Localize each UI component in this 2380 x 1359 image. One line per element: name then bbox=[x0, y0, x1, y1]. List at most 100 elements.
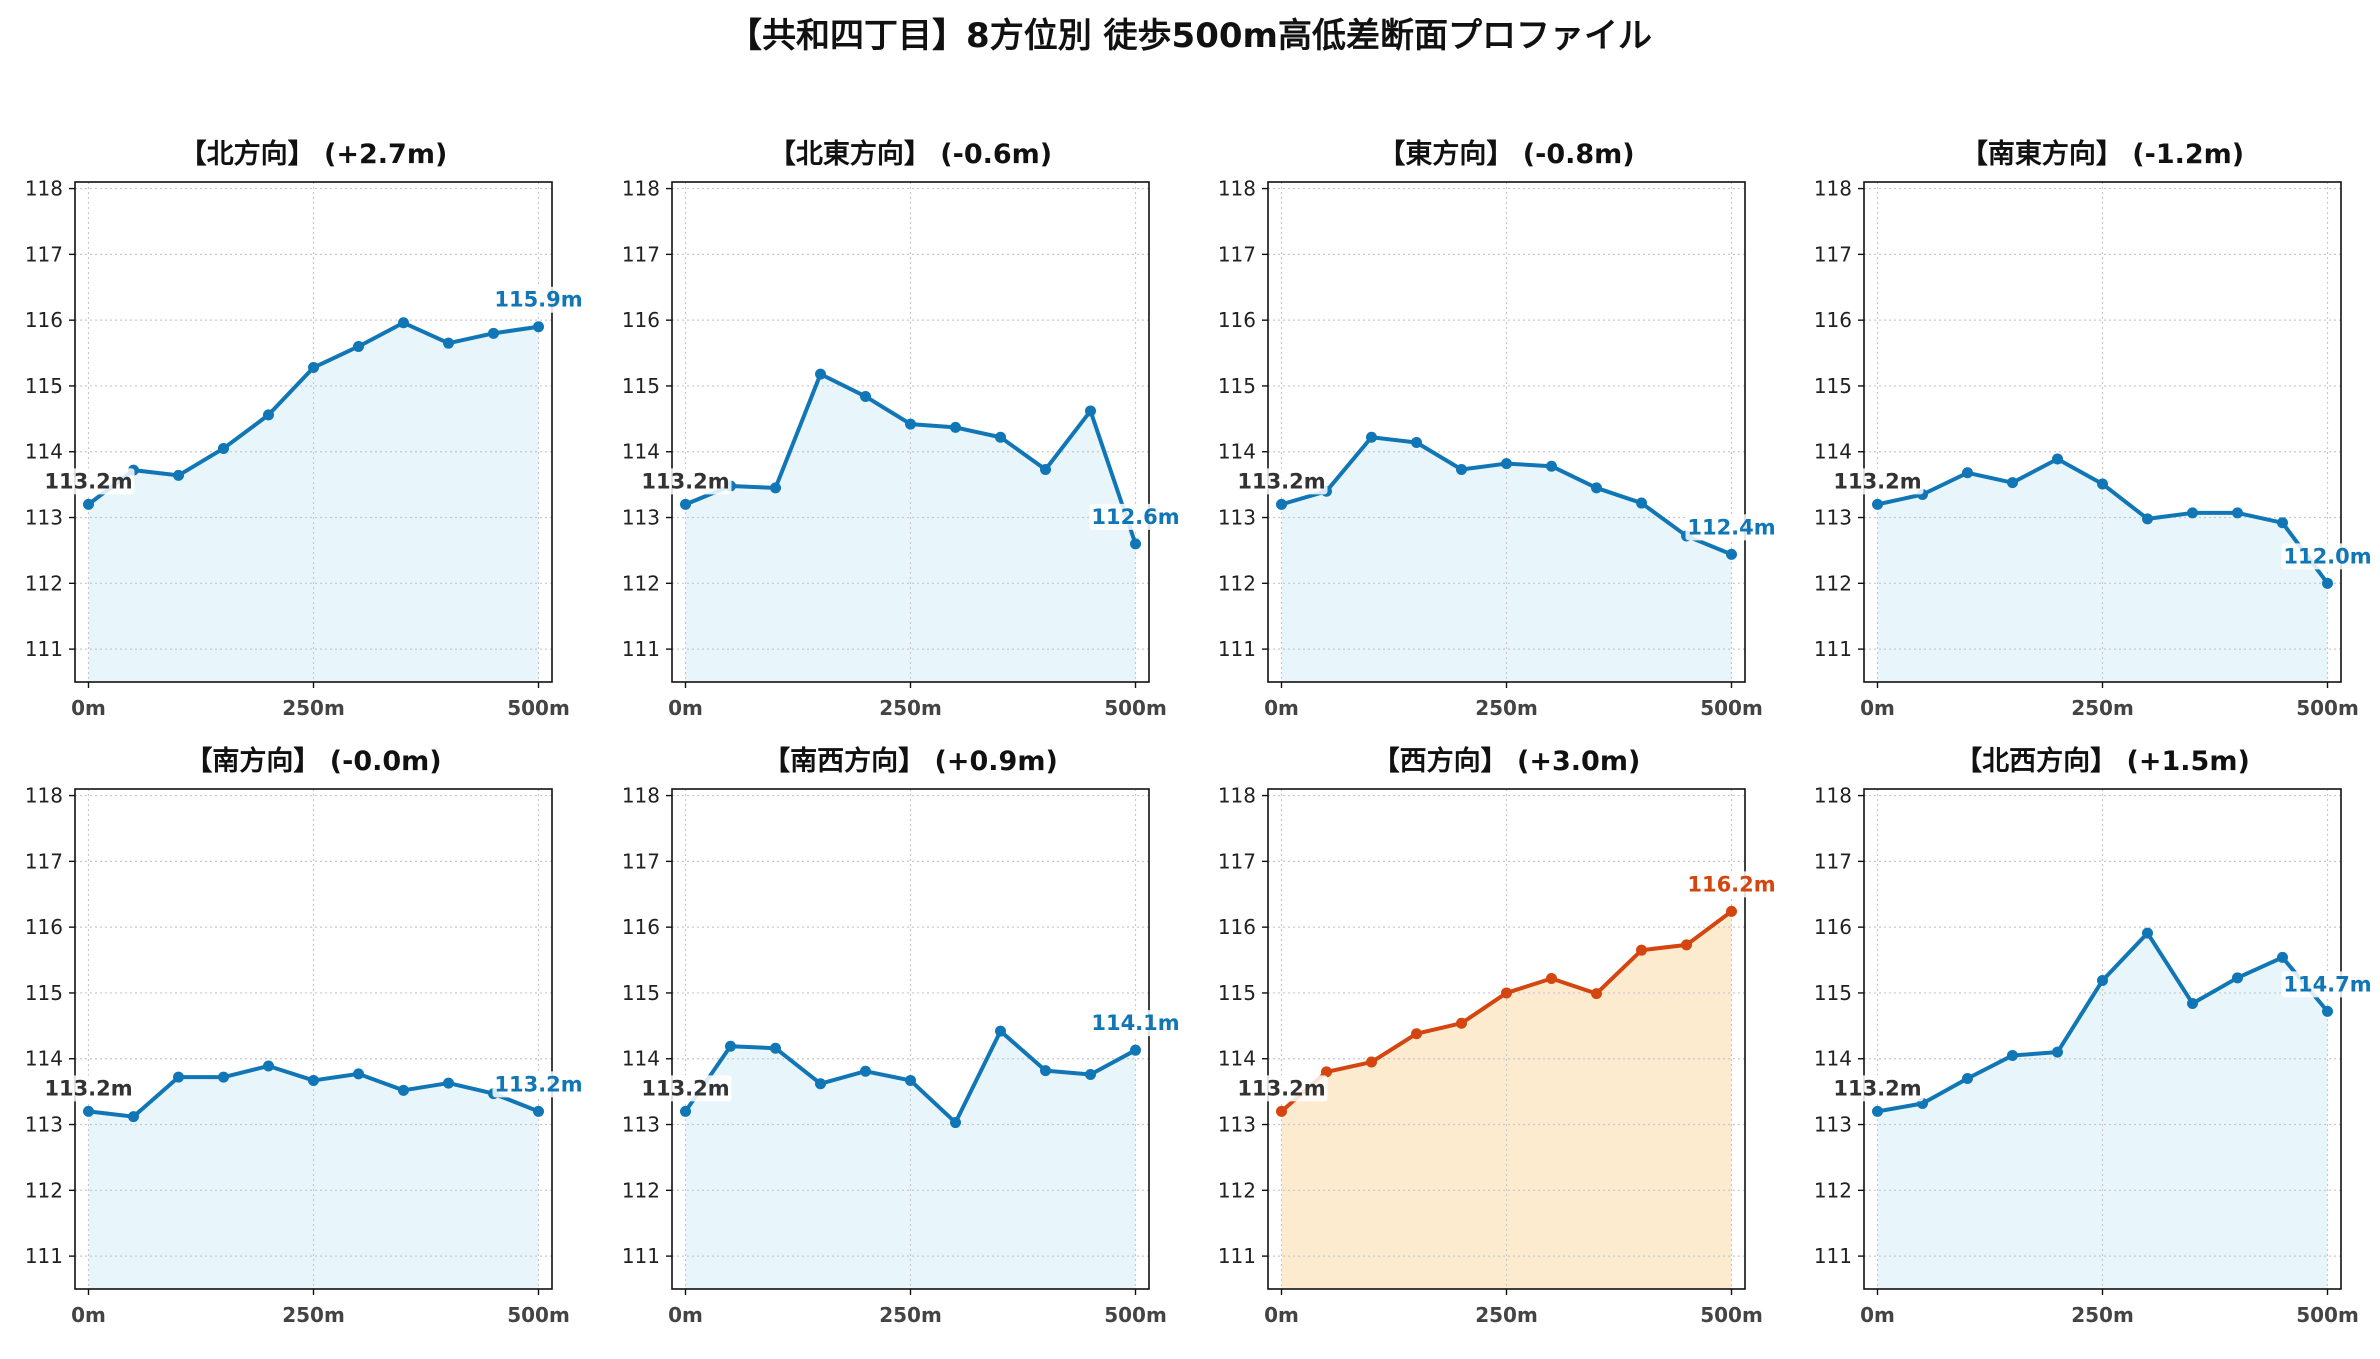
y-tick-label: 116 bbox=[622, 308, 660, 332]
chart-svg: 111 112 113 114 115 116 117 118 0m 250m 500m 113.2m… bbox=[25, 177, 585, 720]
data-point bbox=[2052, 1046, 2063, 1058]
data-point bbox=[1130, 538, 1141, 550]
data-point bbox=[1726, 548, 1737, 560]
data-point bbox=[488, 327, 499, 339]
start-elevation-label: 113.2m bbox=[44, 1076, 132, 1100]
y-tick-label: 113 bbox=[25, 1113, 63, 1137]
y-tick-label: 118 bbox=[25, 177, 63, 201]
area-fill bbox=[88, 1065, 539, 1289]
chart-panel: 【西方向】 (+3.0m) 111 112 113 114 115 116 117 118 0m 2… bbox=[1193, 739, 1785, 1359]
y-tick-label: 111 bbox=[622, 1244, 660, 1268]
x-tick-label: 0m bbox=[668, 1303, 703, 1327]
data-point bbox=[353, 340, 364, 352]
x-tick-label: 250m bbox=[282, 696, 345, 720]
y-tick-label: 117 bbox=[622, 242, 660, 266]
x-tick-label: 250m bbox=[2071, 696, 2134, 720]
start-label-bg bbox=[1235, 1075, 1328, 1102]
data-point bbox=[995, 1025, 1006, 1037]
end-elevation-label: 112.0m bbox=[2283, 544, 2371, 568]
y-tick-label: 111 bbox=[1218, 1244, 1256, 1268]
y-tick-label: 112 bbox=[1814, 1178, 1852, 1202]
x-tick-label: 0m bbox=[71, 1303, 106, 1327]
end-label-bg bbox=[2281, 971, 2374, 998]
data-point bbox=[815, 1078, 826, 1090]
y-tick-label: 115 bbox=[1218, 374, 1256, 398]
x-tick-label: 0m bbox=[668, 696, 703, 720]
panel-title: 【西方向】 (+3.0m) bbox=[1372, 746, 1641, 777]
data-point bbox=[2322, 1005, 2333, 1017]
data-point bbox=[815, 368, 826, 380]
y-tick-label: 118 bbox=[622, 784, 660, 808]
data-point bbox=[1411, 437, 1422, 449]
data-point bbox=[1276, 1105, 1287, 1117]
y-tick-label: 118 bbox=[1218, 177, 1256, 201]
chart-svg: 111 112 113 114 115 116 117 118 0m 250m 500m 113.2m… bbox=[1814, 177, 2374, 720]
end-elevation-label: 112.4m bbox=[1687, 515, 1775, 539]
data-point bbox=[1872, 1105, 1883, 1117]
panel-title: 【北西方向】 (+1.5m) bbox=[1955, 746, 2250, 777]
data-point bbox=[1546, 972, 1557, 984]
y-tick-label: 113 bbox=[622, 506, 660, 530]
y-tick-label: 117 bbox=[25, 849, 63, 873]
y-tick-label: 118 bbox=[622, 177, 660, 201]
start-label-bg bbox=[639, 1075, 732, 1102]
area-fill bbox=[1877, 933, 2328, 1289]
chart-svg: 111 112 113 114 115 116 117 118 0m 250m 500m 113.2m… bbox=[622, 177, 1182, 720]
panel-title: 【南東方向】 (-1.2m) bbox=[1960, 139, 2245, 170]
data-point bbox=[1366, 1056, 1377, 1068]
y-tick-label: 112 bbox=[1814, 571, 1852, 595]
data-point bbox=[1085, 405, 1096, 417]
y-tick-label: 111 bbox=[1218, 637, 1256, 661]
data-point bbox=[1040, 1065, 1051, 1077]
data-point bbox=[1040, 464, 1051, 475]
area-fill bbox=[1281, 437, 1732, 682]
x-tick-label: 500m bbox=[507, 696, 570, 720]
start-elevation-label: 113.2m bbox=[641, 469, 729, 493]
data-point bbox=[995, 431, 1006, 443]
data-point bbox=[1872, 498, 1883, 510]
data-point bbox=[83, 1105, 94, 1117]
data-point bbox=[2277, 951, 2288, 963]
data-point bbox=[533, 321, 544, 333]
y-tick-label: 112 bbox=[622, 1178, 660, 1202]
data-point bbox=[263, 409, 274, 421]
y-tick-label: 115 bbox=[1814, 981, 1852, 1005]
data-point bbox=[680, 1105, 691, 1117]
end-label-bg bbox=[1685, 871, 1778, 898]
x-tick-label: 0m bbox=[71, 696, 106, 720]
y-tick-label: 116 bbox=[1814, 915, 1852, 939]
chart-panel: 【南方向】 (-0.0m) 111 112 113 114 115 116 117 118 0m 2… bbox=[0, 739, 592, 1359]
data-point bbox=[2052, 453, 2063, 465]
x-tick-label: 0m bbox=[1264, 696, 1299, 720]
data-point bbox=[1130, 1044, 1141, 1056]
x-tick-label: 250m bbox=[2071, 1303, 2134, 1327]
data-point bbox=[1085, 1069, 1096, 1081]
data-point bbox=[443, 1077, 454, 1089]
y-tick-label: 115 bbox=[1218, 981, 1256, 1005]
y-tick-label: 117 bbox=[25, 242, 63, 266]
y-tick-label: 116 bbox=[1218, 915, 1256, 939]
y-tick-label: 115 bbox=[622, 981, 660, 1005]
y-tick-label: 112 bbox=[1218, 1178, 1256, 1202]
data-point bbox=[83, 498, 94, 510]
end-label-bg bbox=[1685, 514, 1778, 541]
y-tick-label: 111 bbox=[25, 637, 63, 661]
y-tick-label: 114 bbox=[25, 440, 63, 464]
data-point bbox=[1636, 944, 1647, 956]
data-point bbox=[263, 1060, 274, 1072]
y-tick-label: 111 bbox=[1814, 1244, 1852, 1268]
y-tick-label: 114 bbox=[25, 1047, 63, 1071]
data-point bbox=[308, 1074, 319, 1086]
data-point bbox=[173, 1071, 184, 1083]
data-point bbox=[2277, 517, 2288, 529]
x-tick-label: 250m bbox=[282, 1303, 345, 1327]
y-tick-label: 114 bbox=[622, 440, 660, 464]
chart-panel: 【北西方向】 (+1.5m) 111 112 113 114 115 116 117 118 0m… bbox=[1789, 739, 2380, 1359]
x-tick-label: 500m bbox=[1104, 696, 1167, 720]
y-tick-label: 113 bbox=[1218, 506, 1256, 530]
x-tick-label: 250m bbox=[879, 1303, 942, 1327]
y-tick-label: 118 bbox=[25, 784, 63, 808]
chart-svg: 111 112 113 114 115 116 117 118 0m 250m 500m 113.2m… bbox=[1218, 784, 1778, 1327]
y-tick-label: 111 bbox=[25, 1244, 63, 1268]
data-point bbox=[2232, 507, 2243, 519]
